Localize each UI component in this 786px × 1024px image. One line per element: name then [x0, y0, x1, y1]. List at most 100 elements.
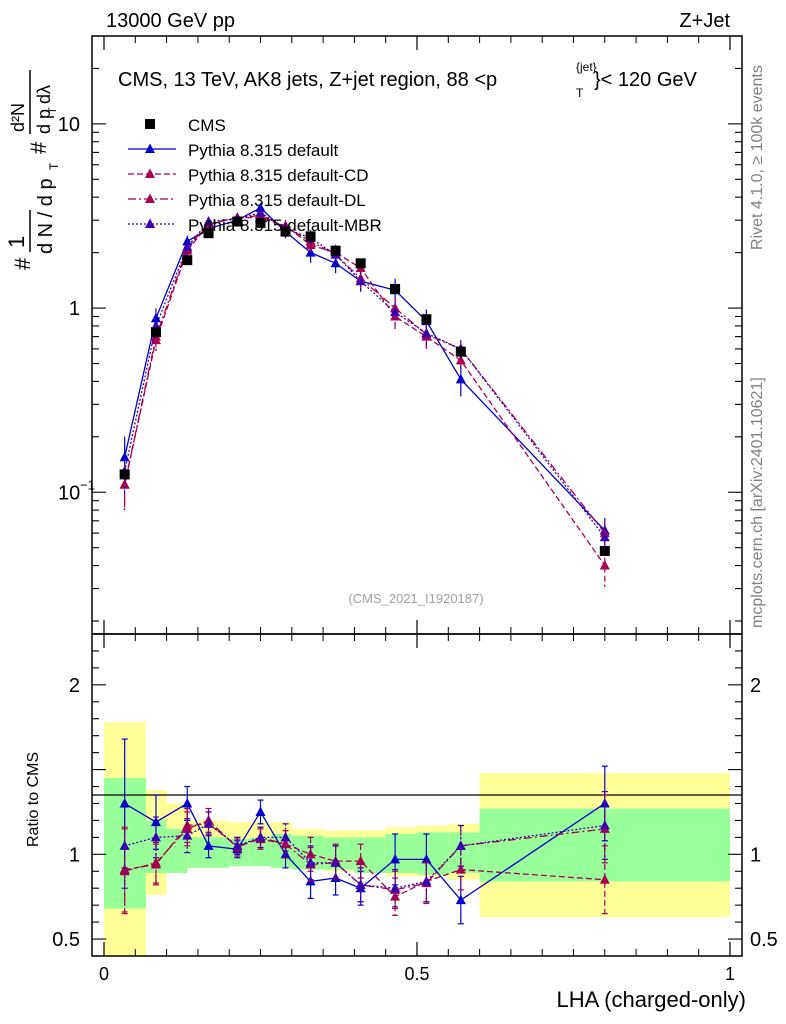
series-marker-ratio	[119, 865, 130, 876]
ratio-y-tick-label-right: 0.5	[750, 929, 778, 951]
svg-text:d²N: d²N	[8, 103, 28, 132]
series-marker-ratio	[255, 831, 266, 842]
series-marker-ratio	[390, 891, 401, 901]
ratio-band-inner	[354, 837, 386, 873]
series-line-ratio	[124, 823, 605, 889]
x-tick-label: 0	[99, 964, 109, 984]
series-marker-ratio	[119, 840, 130, 850]
plot-title-sup: {jet}	[576, 60, 597, 74]
svg-text:#: #	[10, 257, 35, 270]
series-marker-ratio	[355, 879, 366, 889]
data-point-cms	[119, 469, 130, 480]
series-marker-main	[150, 312, 161, 323]
legend-marker-cms	[145, 119, 155, 129]
series-marker-ratio	[203, 840, 214, 850]
series-marker-main	[599, 531, 610, 542]
process-label: Z+Jet	[679, 10, 730, 32]
ratio-band-inner	[385, 833, 417, 873]
series-marker-main	[355, 275, 366, 286]
svg-text:T: T	[47, 107, 59, 114]
data-point-cms	[599, 545, 610, 556]
legend-label: Pythia 8.315 default-MBR	[188, 216, 382, 235]
svg-text:#: #	[26, 141, 51, 154]
data-point-cms	[255, 217, 266, 228]
main-y-axis-label: # 1 d N / d p T # d²N d p dλ T	[4, 70, 61, 270]
data-point-cms	[330, 245, 341, 256]
series-marker-ratio	[150, 857, 161, 867]
plot-title-main: CMS, 13 TeV, AK8 jets, Z+jet region, 88 …	[118, 69, 497, 91]
series-marker-main	[255, 207, 266, 217]
data-point-cms	[182, 255, 193, 266]
series-line-main	[124, 207, 606, 531]
ratio-y-tick-label: 2	[69, 675, 80, 697]
series-marker-ratio	[455, 864, 466, 874]
y-tick-exponent: −1	[80, 477, 95, 492]
data-point-cms	[232, 216, 243, 227]
plot-title-end: }< 120 GeV	[594, 69, 698, 91]
svg-text:d N / d p: d N / d p	[35, 178, 57, 254]
legend-label: Pythia 8.315 default	[188, 141, 339, 160]
y-tick-label: 10	[58, 114, 80, 136]
ratio-band-inner	[448, 832, 480, 873]
series-marker-ratio	[455, 894, 466, 905]
svg-text:T: T	[47, 162, 61, 170]
ratio-y-axis-label: Ratio to CMS	[25, 752, 42, 847]
ratio-y-tick-label: 0.5	[52, 929, 80, 951]
series-marker-ratio	[455, 840, 466, 850]
series-line-ratio	[124, 819, 605, 891]
ratio-y-tick-label-right: 2	[750, 675, 761, 697]
legend-label: Pythia 8.315 default-CD	[188, 166, 369, 185]
data-point-cms	[203, 228, 214, 239]
series-marker-ratio	[203, 818, 214, 828]
energy-label: 13000 GeV pp	[106, 10, 235, 32]
series-marker-ratio	[182, 830, 193, 840]
series-marker-ratio	[119, 797, 130, 808]
series-marker-ratio	[280, 838, 291, 849]
series-marker-ratio	[599, 820, 610, 830]
data-point-cms	[355, 258, 366, 269]
series-marker-ratio	[599, 874, 610, 884]
ratio-band-inner	[249, 837, 272, 867]
series-marker-main	[390, 306, 401, 317]
data-point-cms	[305, 231, 316, 242]
series-line-ratio	[124, 802, 606, 901]
x-tick-label: 0.5	[404, 964, 429, 984]
series-marker-main	[455, 373, 466, 384]
series-marker-main	[421, 327, 432, 338]
series-marker-ratio	[355, 855, 366, 866]
svg-text:d p dλ: d p dλ	[34, 85, 54, 134]
legend-marker	[145, 168, 155, 178]
ratio-band-inner	[417, 832, 449, 875]
data-point-cms	[280, 226, 291, 237]
series-marker-ratio	[390, 882, 401, 893]
plot-title: CMS, 13 TeV, AK8 jets, Z+jet region, 88 …	[118, 60, 698, 100]
series-marker-main	[203, 216, 214, 226]
series-marker-ratio	[390, 853, 401, 864]
series-line-main	[124, 216, 606, 566]
legend-marker	[145, 193, 155, 203]
x-tick-label: 1	[725, 964, 735, 984]
series-line-ratio	[124, 823, 605, 898]
legend-marker	[145, 218, 155, 228]
series-marker-ratio	[232, 840, 243, 850]
series-marker-ratio	[255, 806, 266, 816]
svg-text:1: 1	[4, 236, 29, 248]
ratio-band-inner	[166, 828, 188, 873]
series-marker-ratio	[305, 857, 316, 867]
series-marker-main	[455, 354, 466, 365]
series-marker-ratio	[280, 831, 291, 842]
series-marker-ratio	[330, 857, 341, 867]
ratio-y-tick-label: 1	[69, 844, 80, 866]
y-tick-label: 10	[58, 482, 80, 504]
data-point-cms	[150, 327, 161, 338]
data-point-cms	[455, 346, 466, 357]
legend-label-cms: CMS	[188, 116, 226, 135]
series-marker-ratio	[150, 831, 161, 842]
analysis-id: (CMS_2021_I1920187)	[348, 591, 483, 606]
series-marker-main	[182, 241, 193, 251]
x-axis-label: LHA (charged-only)	[556, 987, 746, 1012]
data-point-cms	[421, 314, 432, 325]
series-marker-main	[599, 560, 610, 570]
rivet-version-label: Rivet 4.1.0, ≥ 100k events	[749, 65, 766, 250]
